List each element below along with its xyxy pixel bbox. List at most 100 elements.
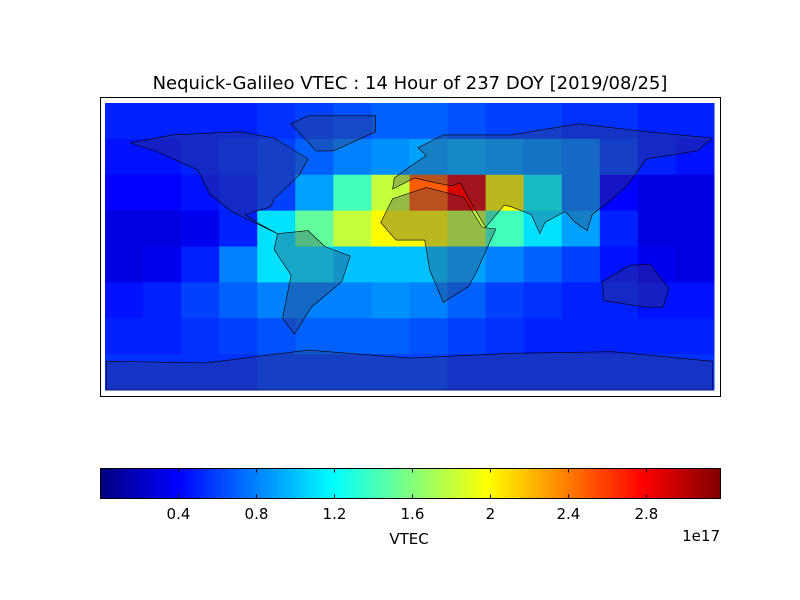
colorbar-tick-label: 0.4 (167, 505, 191, 523)
cell (371, 318, 410, 355)
cell (333, 282, 372, 319)
cell (409, 138, 449, 176)
cell (333, 103, 372, 140)
cell (447, 282, 487, 319)
cell (637, 318, 677, 355)
cell (447, 103, 487, 140)
cell (143, 354, 182, 391)
cell (599, 354, 639, 391)
cell (371, 246, 410, 283)
cell (333, 210, 372, 247)
cell (637, 354, 677, 391)
cell (257, 282, 296, 319)
landmass (106, 349, 713, 391)
cell (561, 210, 601, 247)
cell (447, 354, 487, 391)
cell (561, 246, 601, 283)
landmass (290, 115, 377, 152)
cell (219, 103, 258, 140)
cell (295, 246, 334, 283)
cell (371, 138, 410, 176)
cell (295, 103, 334, 140)
cell (409, 103, 449, 140)
cell (637, 210, 677, 247)
cell (181, 138, 220, 176)
map-frame (100, 97, 721, 397)
cell (675, 210, 715, 247)
cell (333, 246, 372, 283)
cell (371, 282, 410, 319)
cell (599, 174, 639, 212)
cell (409, 354, 449, 391)
cell (105, 246, 144, 283)
cell (143, 318, 182, 355)
cell (219, 210, 258, 247)
cell (181, 174, 220, 212)
cell (295, 354, 334, 391)
cell (371, 210, 410, 247)
cell (675, 282, 715, 319)
colorbar-ticks: 0.4 0.8 1.2 1.6 2 2.4 2.8 (167, 468, 658, 523)
cell (637, 174, 677, 212)
cell (409, 210, 449, 247)
cell (561, 282, 601, 319)
cell (181, 210, 220, 247)
cell (599, 210, 639, 247)
cell (219, 174, 258, 212)
coastlines (106, 115, 714, 391)
map-title: Nequick-Galileo VTEC : 14 Hour of 237 DO… (153, 73, 668, 94)
cell (333, 354, 372, 391)
cell (257, 174, 296, 212)
cell (485, 318, 525, 355)
cell (447, 318, 487, 355)
cell (333, 318, 372, 355)
colorbar (100, 468, 721, 499)
cell (371, 354, 410, 391)
colorbar-offset: 1e17 (682, 527, 720, 545)
cell (143, 282, 182, 319)
cell (485, 282, 525, 319)
colorbar-tick-label: 2.4 (556, 505, 580, 523)
cell (637, 282, 677, 319)
cell (181, 354, 220, 391)
cell (143, 138, 182, 176)
colorbar-tick-label: 2 (486, 505, 496, 523)
cell (561, 138, 601, 176)
heatmap (105, 103, 715, 391)
cell (295, 138, 334, 176)
cell (181, 318, 220, 355)
colorbar-label: VTEC (389, 530, 428, 548)
cell (295, 282, 334, 319)
landmass (273, 230, 351, 335)
cell (447, 174, 487, 212)
cell (219, 246, 258, 283)
cell (257, 246, 296, 283)
cell (523, 246, 563, 283)
cell (257, 138, 296, 176)
cell (105, 282, 144, 319)
cell (257, 103, 296, 140)
cell (143, 174, 182, 212)
cell (447, 210, 487, 247)
cell (675, 246, 715, 283)
cell (409, 282, 449, 319)
cell (523, 318, 563, 355)
cell (257, 210, 296, 247)
cell (143, 103, 182, 140)
landmass (380, 187, 497, 303)
cell (447, 138, 487, 176)
cell (219, 138, 258, 176)
cell (295, 318, 334, 355)
cell (143, 246, 182, 283)
cell (333, 174, 372, 212)
cell (105, 318, 144, 355)
cell (371, 103, 410, 140)
cell (523, 354, 563, 391)
cell (599, 282, 639, 319)
cell (485, 103, 525, 140)
cell (523, 282, 563, 319)
cell (485, 138, 525, 176)
cell (105, 174, 144, 212)
cell (561, 318, 601, 355)
